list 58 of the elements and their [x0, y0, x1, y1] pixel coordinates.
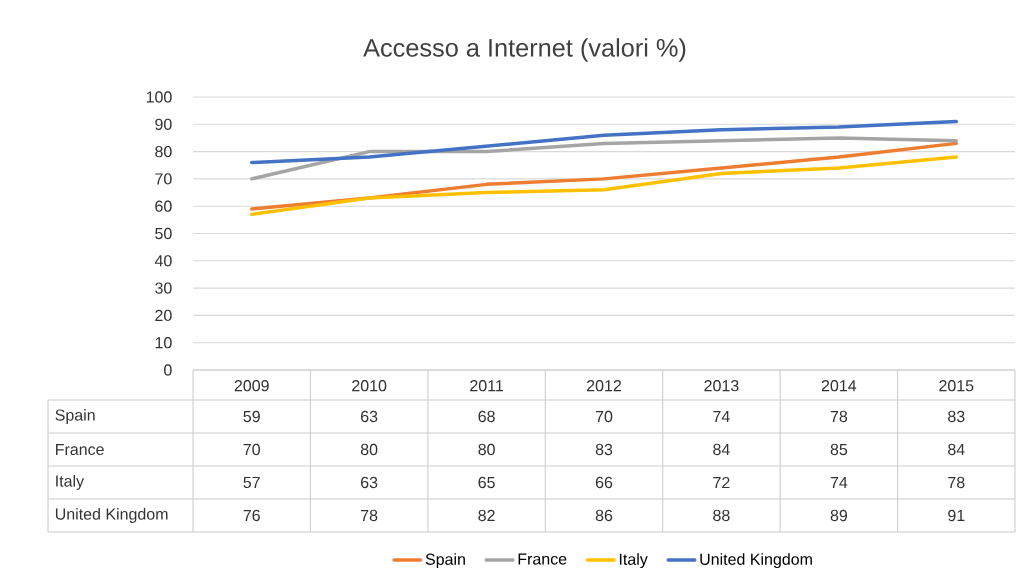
y-tick-label: 50 — [155, 227, 172, 240]
data-label: 59 — [243, 410, 260, 423]
y-tick-label: 70 — [155, 173, 172, 185]
y-tick-label: 40 — [154, 255, 172, 267]
data-label: 80 — [360, 443, 378, 456]
data-label: 83 — [948, 410, 965, 423]
x-tick-label: 2015 — [939, 380, 974, 392]
line-series — [249, 155, 959, 217]
chart-title: Accesso a Internet (valori %) — [363, 38, 686, 62]
data-label: 70 — [243, 443, 260, 456]
data-label: 72 — [713, 476, 730, 489]
x-tick-label: 2013 — [704, 380, 739, 392]
y-tick-label: 80 — [155, 145, 172, 158]
data-label: 66 — [595, 476, 613, 489]
y-tick-label: 90 — [155, 118, 172, 130]
line-series — [249, 136, 959, 181]
data-label: 80 — [478, 443, 495, 456]
data-label: 78 — [361, 509, 378, 522]
text: United Kingdom — [55, 508, 168, 523]
data-label: 84 — [948, 443, 965, 456]
data-label: 63 — [361, 476, 378, 489]
text: Spain — [55, 409, 95, 424]
data-label: 82 — [478, 509, 495, 522]
legend-label: United Kingdom — [700, 553, 812, 569]
y-tick-label: 60 — [155, 200, 172, 212]
x-tick-label: 2010 — [352, 380, 387, 392]
data-label: 63 — [361, 410, 378, 423]
x-tick-label: 2014 — [821, 380, 857, 392]
data-label: 86 — [595, 509, 613, 522]
data-label: 74 — [830, 476, 848, 488]
line-series — [249, 141, 959, 211]
y-tick-label: 10 — [155, 337, 172, 349]
y-tick-label: 30 — [155, 282, 172, 294]
legend-label: Italy — [619, 553, 648, 569]
data-label: 88 — [713, 509, 730, 522]
text: France — [56, 443, 104, 456]
x-tick-label: 2009 — [234, 380, 269, 392]
x-tick-label: 2012 — [587, 380, 621, 392]
x-tick-label: 2011 — [470, 380, 503, 392]
data-label: 68 — [478, 410, 495, 423]
y-tick-label: 100 — [146, 91, 172, 103]
data-label: 83 — [595, 443, 613, 456]
data-label: 91 — [948, 509, 965, 522]
text: Italy — [56, 475, 85, 490]
data-label: 89 — [830, 509, 848, 522]
data-label: 76 — [243, 509, 260, 522]
data-label: 57 — [243, 476, 260, 489]
data-label: 65 — [478, 476, 495, 489]
data-label: 78 — [830, 410, 848, 423]
data-label: 78 — [948, 476, 965, 489]
y-tick-label: 0 — [164, 364, 172, 376]
data-label: 85 — [830, 443, 848, 456]
data-label: 70 — [595, 410, 613, 423]
data-label: 74 — [713, 410, 730, 422]
data-label: 84 — [713, 443, 730, 456]
legend-label: Spain — [425, 553, 465, 569]
legend-label: France — [518, 553, 567, 565]
y-tick-label: 20 — [155, 309, 172, 322]
